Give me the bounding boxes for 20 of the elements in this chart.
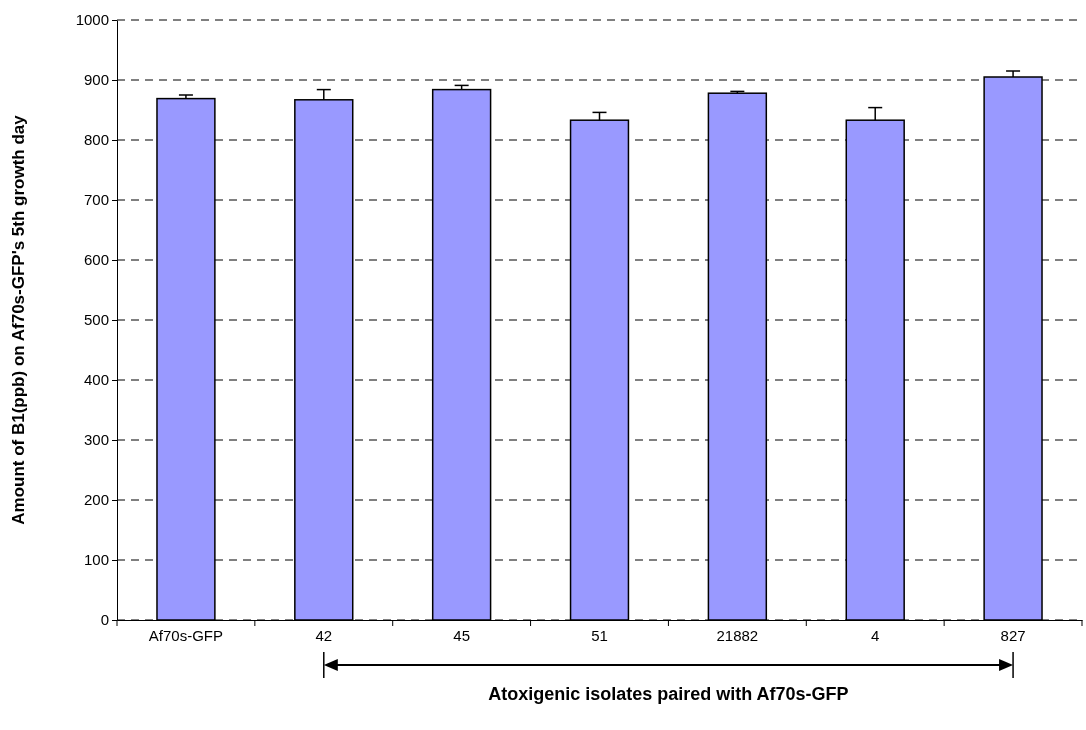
- y-tick-label: 400: [83, 371, 109, 389]
- y-tick-label: 1000: [75, 11, 109, 29]
- x-tick-label: 42: [315, 626, 333, 644]
- y-tick-label: 800: [83, 131, 109, 149]
- x-axis-title: Atoxigenic isolates paired with Af70s-GFP: [488, 684, 849, 704]
- x-tick-label: 45: [453, 626, 470, 644]
- y-tick-label: 500: [83, 311, 109, 329]
- y-tick-label: 0: [100, 611, 109, 629]
- y-axis-title: Amount of B1(ppb) on Af70s-GFP's 5th growth day: [9, 114, 28, 525]
- x-tick-label: 51: [591, 626, 608, 644]
- y-tick-label: 700: [83, 191, 109, 209]
- x-tick-label: 21882: [716, 626, 759, 644]
- x-tick-label: 827: [1000, 626, 1026, 644]
- x-tick-label: Af70s-GFP: [148, 626, 224, 644]
- y-tick-label: 600: [83, 251, 109, 269]
- y-tick-label: 900: [83, 71, 109, 89]
- x-tick-label: 4: [871, 626, 880, 644]
- y-tick-label: 200: [83, 491, 109, 509]
- y-tick-label: 300: [83, 431, 109, 449]
- y-tick-label: 100: [83, 551, 109, 569]
